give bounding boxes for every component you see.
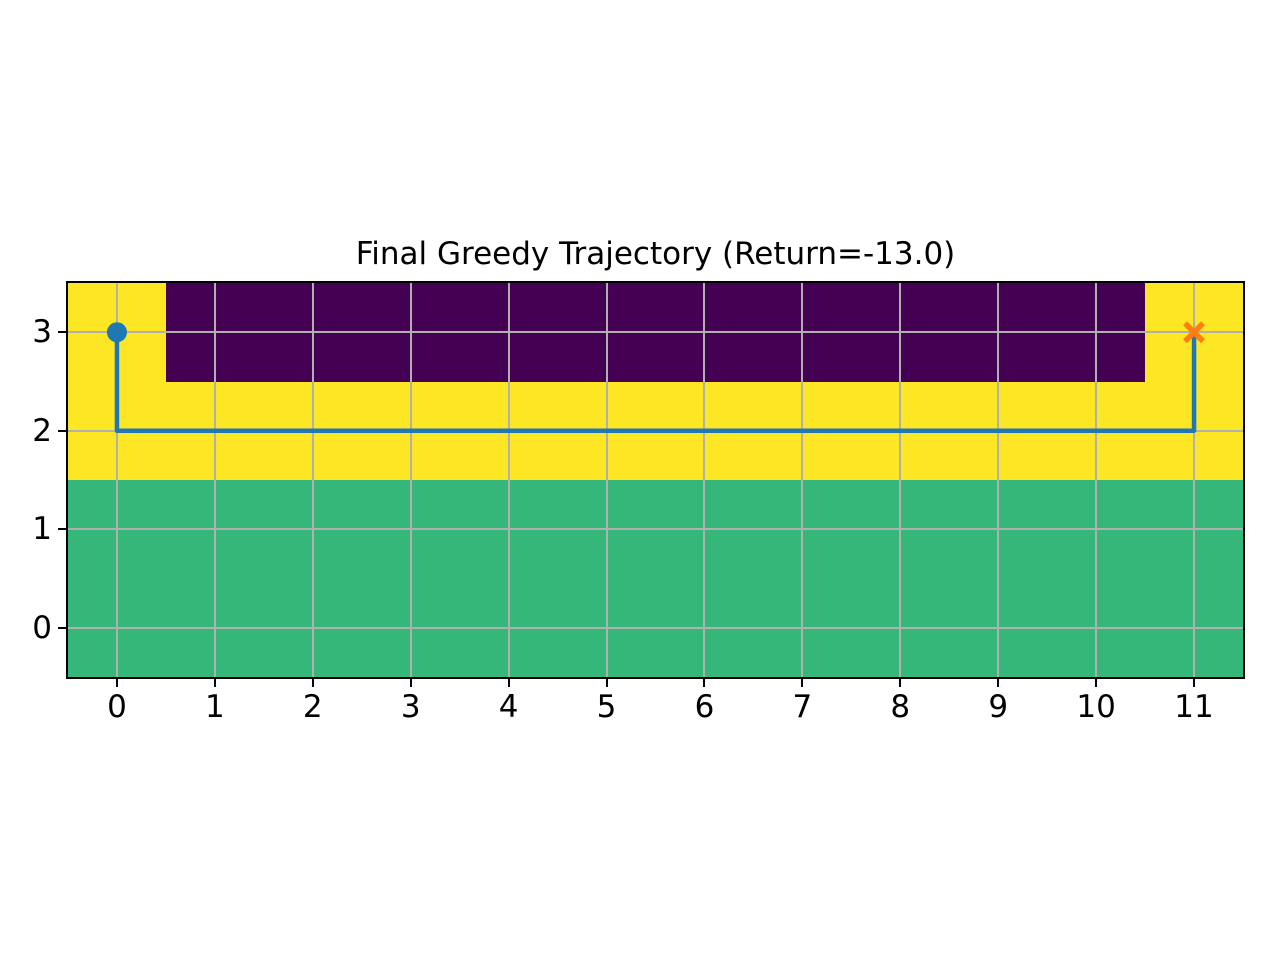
x-tick-label-2: 2 [302,689,323,725]
x-tick-label-0: 0 [107,689,127,725]
gridline-x-5 [605,283,608,677]
region-lower-band-green [68,480,1243,677]
x-tick-mark-0 [115,679,118,687]
gridline-x-4 [507,283,510,677]
gridline-x-8 [899,283,902,677]
x-tick-label-5: 5 [596,689,617,725]
x-tick-mark-5 [605,679,608,687]
x-tick-mark-8 [899,679,902,687]
x-tick-label-1: 1 [205,689,225,725]
gridline-x-1 [213,283,216,677]
x-tick-label-10: 10 [1076,689,1116,725]
x-tick-mark-4 [507,679,510,687]
x-tick-label-3: 3 [400,689,421,725]
gridline-x-7 [801,283,804,677]
y-tick-mark-3 [58,331,66,334]
x-tick-mark-7 [801,679,804,687]
gridline-y-1 [68,528,1243,531]
gridline-x-2 [311,283,314,677]
gridline-y-0 [68,626,1243,629]
gridline-x-9 [997,283,1000,677]
x-tick-mark-9 [997,679,1000,687]
gridline-x-3 [409,283,412,677]
x-tick-mark-2 [311,679,314,687]
y-tick-label-0: 0 [32,609,52,646]
gridline-x-11 [1193,283,1196,677]
goal-x-marker-icon [1183,321,1205,344]
gridline-x-10 [1095,283,1098,677]
y-tick-label-3: 3 [32,314,52,351]
y-tick-label-2: 2 [32,412,52,449]
chart-title: Final Greedy Trajectory (Return=-13.0) [355,236,956,272]
gridline-x-0 [115,283,118,677]
gridline-x-6 [703,283,706,677]
plot-area [66,281,1245,679]
x-tick-label-8: 8 [890,689,911,725]
x-tick-mark-3 [409,679,412,687]
gridline-y-3 [68,331,1243,334]
y-tick-mark-1 [58,528,66,531]
x-tick-mark-1 [213,679,216,687]
trajectory-layer [106,321,1205,433]
start-marker-icon [106,322,127,343]
x-tick-label-4: 4 [498,689,519,725]
y-tick-label-1: 1 [32,511,52,548]
x-tick-mark-11 [1193,679,1196,687]
x-tick-label-6: 6 [694,689,715,725]
y-tick-mark-2 [58,429,66,432]
x-tick-label-11: 11 [1174,689,1214,725]
x-tick-mark-6 [703,679,706,687]
x-tick-label-7: 7 [792,689,813,725]
x-tick-label-9: 9 [988,689,1009,725]
y-tick-mark-0 [58,626,66,629]
trajectory-line [114,332,1197,433]
x-tick-mark-10 [1095,679,1098,687]
